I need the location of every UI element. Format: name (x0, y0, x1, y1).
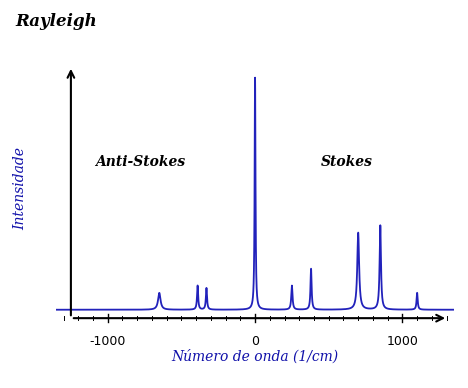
Text: 0: 0 (251, 335, 259, 348)
Text: Intensidade: Intensidade (14, 147, 27, 230)
Text: 1000: 1000 (387, 335, 418, 348)
Text: Rayleigh: Rayleigh (15, 12, 97, 29)
Text: Stokes: Stokes (321, 155, 373, 169)
Text: Número de onda (1/cm): Número de onda (1/cm) (171, 349, 339, 364)
Text: -1000: -1000 (89, 335, 126, 348)
Text: Anti-Stokes: Anti-Stokes (95, 155, 185, 169)
